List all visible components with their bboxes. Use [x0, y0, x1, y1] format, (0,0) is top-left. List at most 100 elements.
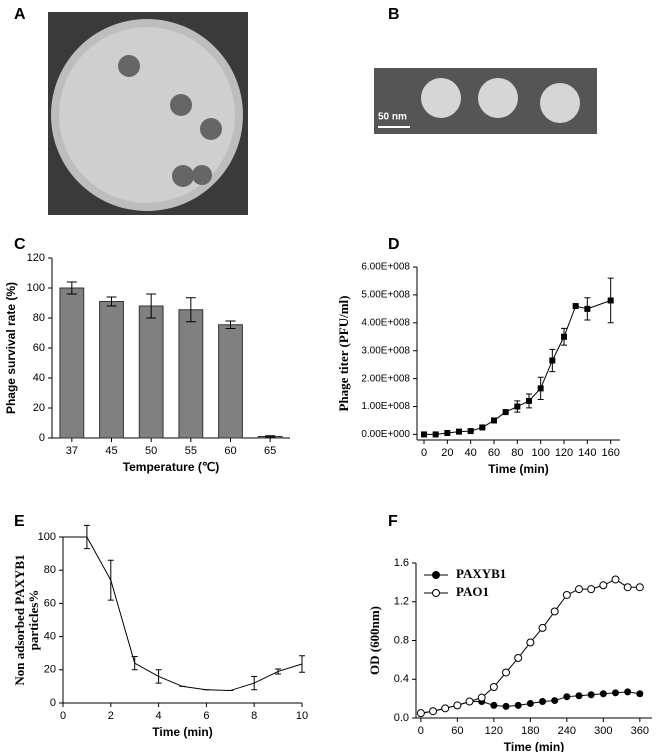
y-axis-label: OD (600nm): [367, 606, 382, 675]
y-tick-label: 0.0: [394, 712, 409, 724]
marker: [465, 697, 474, 706]
y-tick-label: 0.4: [394, 673, 409, 685]
error-bar: [265, 435, 276, 438]
marker: [490, 701, 498, 709]
panel-label: A: [14, 6, 26, 23]
marker: [623, 583, 632, 592]
panel-label: C: [14, 236, 26, 253]
x-tick-label: 160: [601, 447, 619, 459]
y-tick-label: 0.00E+000: [361, 429, 410, 440]
y-tick-label: 20: [33, 402, 45, 414]
y-tick-label: 20: [44, 664, 56, 676]
marker: [502, 702, 510, 710]
panel-label: E: [14, 513, 25, 530]
marker: [514, 403, 521, 410]
y-tick-label: 100: [27, 282, 45, 294]
error-bar: [146, 293, 157, 319]
panel-label: B: [388, 6, 400, 23]
marker: [575, 585, 584, 594]
panel-label: F: [388, 513, 398, 530]
marker: [575, 692, 583, 700]
bar: [59, 287, 85, 439]
y-axis-label: Phage titer (PFU/ml): [336, 296, 351, 412]
x-tick-label: 65: [264, 445, 276, 457]
x-tick-label: 0: [418, 725, 424, 737]
x-axis-label: Temperature (℃): [123, 460, 220, 474]
x-tick-label: 50: [145, 445, 157, 457]
x-tick-label: 140: [578, 447, 596, 459]
y-tick-label: 0.8: [394, 634, 409, 646]
marker: [502, 409, 509, 416]
error-bar: [83, 524, 90, 550]
x-tick-label: 100: [531, 447, 549, 459]
y-tick-label: 1.2: [394, 596, 409, 608]
marker: [599, 690, 607, 698]
x-tick-label: 300: [594, 725, 612, 737]
marker: [416, 709, 425, 718]
x-tick-label: 55: [185, 445, 197, 457]
y-tick-label: 4.00E+008: [361, 317, 410, 328]
marker: [599, 581, 608, 590]
y-tick-label: 60: [44, 597, 56, 609]
error-bar: [275, 668, 282, 675]
marker: [477, 693, 486, 702]
marker: [587, 691, 595, 699]
x-tick-label: 120: [485, 725, 503, 737]
error-bar: [66, 281, 77, 295]
y-tick-label: 6.00E+008: [361, 262, 410, 273]
x-tick-label: 80: [511, 447, 523, 459]
marker: [441, 704, 450, 713]
marker: [429, 707, 438, 716]
y-tick-label: 40: [44, 631, 56, 643]
marker: [572, 303, 579, 310]
x-tick-label: 40: [465, 447, 477, 459]
bar: [178, 309, 204, 439]
marker: [514, 653, 523, 662]
x-tick-label: 37: [66, 445, 78, 457]
series-line: [63, 536, 303, 692]
marker: [456, 428, 462, 435]
y-tick-label: 0: [39, 432, 45, 444]
x-tick-label: 20: [441, 447, 453, 459]
x-tick-label: 8: [251, 710, 257, 722]
series-line: [424, 300, 611, 435]
error-bar: [155, 669, 162, 684]
micrograph-image: 50 nm: [374, 68, 597, 134]
x-axis-label: Time (min): [488, 462, 548, 476]
x-tick-label: 45: [105, 445, 117, 457]
error-bar: [225, 320, 236, 329]
y-axis-label: particles%: [26, 590, 41, 651]
marker: [551, 697, 559, 705]
marker: [563, 693, 571, 701]
legend-label: PAXYB1: [456, 566, 506, 581]
x-tick-label: 240: [558, 725, 576, 737]
x-axis-label: Time (min): [152, 725, 212, 739]
y-tick-label: 60: [33, 342, 45, 354]
error-bar: [107, 559, 114, 601]
x-tick-label: 0: [421, 447, 427, 459]
y-tick-label: 100: [38, 531, 56, 543]
marker: [514, 701, 522, 709]
petri-image: [48, 12, 248, 215]
bar: [138, 305, 164, 439]
x-tick-label: 60: [224, 445, 236, 457]
error-bar: [299, 655, 305, 673]
x-tick-label: 0: [60, 710, 66, 722]
legend-marker: [432, 589, 440, 597]
y-tick-label: 1.6: [394, 557, 409, 569]
marker: [491, 417, 497, 424]
y-tick-label: 2.00E+008: [361, 373, 410, 384]
marker: [538, 623, 547, 632]
marker: [537, 385, 544, 392]
marker: [584, 305, 591, 312]
panel-label: D: [388, 236, 400, 253]
x-tick-label: 60: [451, 725, 463, 737]
marker: [587, 585, 596, 594]
marker: [444, 430, 451, 437]
y-tick-label: 3.00E+008: [361, 345, 410, 356]
marker: [636, 690, 644, 698]
bar: [99, 301, 124, 439]
marker: [562, 590, 571, 599]
legend-label: PAO1: [456, 584, 489, 599]
